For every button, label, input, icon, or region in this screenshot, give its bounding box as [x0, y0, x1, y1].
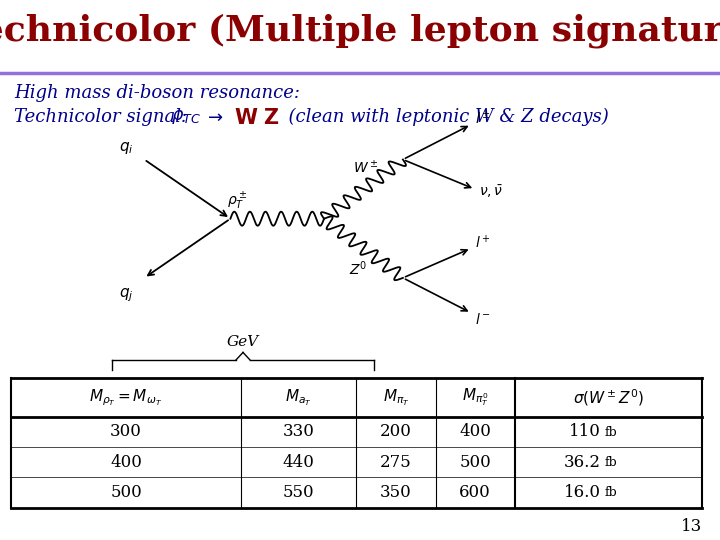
Text: 500: 500 — [110, 484, 142, 501]
Text: 36.2: 36.2 — [564, 454, 601, 471]
Text: 300: 300 — [110, 423, 142, 441]
Text: $q_j$: $q_j$ — [119, 286, 133, 303]
Text: 13: 13 — [680, 518, 702, 535]
Text: (clean with leptonic W & Z decays): (clean with leptonic W & Z decays) — [277, 108, 609, 126]
Text: $\rho_T^\pm$: $\rho_T^\pm$ — [227, 191, 247, 212]
Text: 350: 350 — [380, 484, 412, 501]
Text: 110: 110 — [570, 423, 601, 441]
Text: Technicolor signal:: Technicolor signal: — [14, 108, 193, 126]
Text: 500: 500 — [459, 454, 491, 471]
Text: 400: 400 — [459, 423, 491, 441]
Text: 330: 330 — [283, 423, 315, 441]
Text: $W^\pm$: $W^\pm$ — [353, 159, 379, 176]
Text: 16.0: 16.0 — [564, 484, 601, 501]
Text: GeV: GeV — [227, 335, 259, 349]
Text: 550: 550 — [283, 484, 315, 501]
Text: $\rightarrow$: $\rightarrow$ — [204, 108, 224, 126]
Text: $l^-$: $l^-$ — [475, 312, 491, 327]
Text: fb: fb — [605, 486, 618, 499]
Text: $Z^0$: $Z^0$ — [349, 260, 367, 279]
Text: $M_{\pi_T}$: $M_{\pi_T}$ — [382, 387, 410, 408]
Text: $q_i$: $q_i$ — [119, 140, 133, 156]
Text: $l^+$: $l^+$ — [475, 234, 491, 251]
Text: $M_{a_T}$: $M_{a_T}$ — [285, 387, 312, 408]
Text: $l^\pm$: $l^\pm$ — [475, 110, 491, 127]
Text: 200: 200 — [380, 423, 412, 441]
Text: $\mathbf{W\ Z}$: $\mathbf{W\ Z}$ — [234, 108, 280, 128]
Text: $M_{\pi_T^0}$: $M_{\pi_T^0}$ — [462, 387, 489, 408]
Text: Technicolor (Multiple lepton signature): Technicolor (Multiple lepton signature) — [0, 14, 720, 48]
Text: 400: 400 — [110, 454, 142, 471]
Text: High mass di-boson resonance:: High mass di-boson resonance: — [14, 84, 300, 102]
Text: fb: fb — [605, 426, 618, 438]
Text: 600: 600 — [459, 484, 491, 501]
Text: $\sigma(W^\pm Z^0)$: $\sigma(W^\pm Z^0)$ — [573, 387, 644, 408]
Text: fb: fb — [605, 456, 618, 469]
Text: 440: 440 — [283, 454, 315, 471]
Text: $\rho_{TC}$: $\rho_{TC}$ — [171, 108, 201, 126]
Text: $\nu,\bar{\nu}$: $\nu,\bar{\nu}$ — [479, 184, 503, 200]
Text: $M_{\rho_T} = M_{\omega_T}$: $M_{\rho_T} = M_{\omega_T}$ — [89, 387, 163, 408]
Text: 275: 275 — [380, 454, 412, 471]
